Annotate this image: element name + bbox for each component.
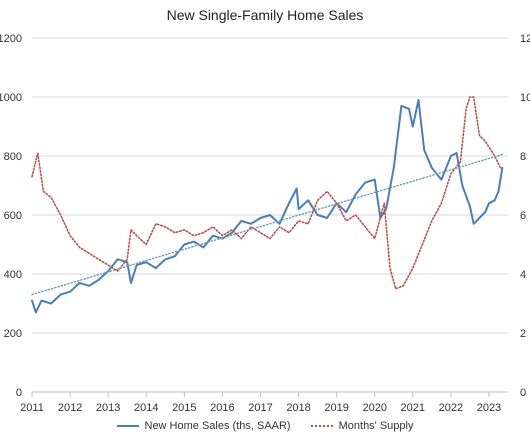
x-tick-label: 2011	[20, 402, 44, 414]
legend-item-sales: New Home Sales (ths, SAAR)	[116, 420, 291, 432]
y-right-tick-label: 6	[520, 210, 526, 222]
legend-label-sales: New Home Sales (ths, SAAR)	[144, 420, 291, 432]
x-axis: 2011 2012 2013 2014 2015 2016 2017 2018 2019 2020…	[20, 391, 508, 414]
trend-line	[31, 153, 503, 296]
x-tick-label: 2020	[362, 402, 386, 414]
y-left-tick-label: 400	[4, 269, 22, 281]
legend: New Home Sales (ths, SAAR) Months' Suppl…	[0, 417, 530, 435]
x-tick-label: 2021	[401, 402, 425, 414]
legend-item-supply: Months' Supply	[310, 420, 414, 432]
series-line-months-supply	[31, 96, 502, 290]
y-left-tick-label: 1000	[0, 92, 22, 104]
legend-swatch-supply	[310, 425, 333, 427]
y-left-tick-label: 800	[4, 151, 22, 163]
y-right-tick-label: 12	[520, 33, 530, 45]
y-right-tick-label: 2	[520, 328, 526, 340]
y-left-tick-label: 0	[16, 387, 22, 399]
x-tick-label: 2017	[248, 402, 272, 414]
x-tick-label: 2013	[96, 402, 120, 414]
y-left-tick-label: 1200	[0, 33, 22, 45]
x-tick-label: 2019	[324, 402, 348, 414]
legend-swatch-sales	[116, 425, 139, 427]
y-right-tick-label: 8	[520, 151, 526, 163]
x-tick-label: 2016	[210, 402, 234, 414]
x-tick-label: 2014	[134, 402, 158, 414]
y-left-tick-label: 200	[4, 328, 22, 340]
chart-title: New Single-Family Home Sales	[166, 7, 364, 23]
x-tick-label: 2022	[439, 402, 463, 414]
series-line-new-home-sales	[31, 98, 504, 314]
x-tick-label: 2018	[286, 402, 310, 414]
y-axis-right: 0 2 4 6 8 10 12	[520, 33, 530, 399]
x-tick-label: 2023	[477, 402, 501, 414]
y-right-tick-label: 0	[520, 387, 526, 399]
y-left-tick-label: 600	[4, 210, 22, 222]
y-right-tick-label: 4	[520, 269, 526, 281]
legend-label-supply: Months' Supply	[338, 420, 414, 432]
y-right-tick-label: 10	[520, 92, 530, 104]
series-lines	[31, 96, 504, 314]
x-tick-label: 2015	[172, 402, 196, 414]
y-axis-left: 0 200 400 600 800 1000 1200	[0, 33, 22, 399]
x-tick-label: 2012	[58, 402, 82, 414]
